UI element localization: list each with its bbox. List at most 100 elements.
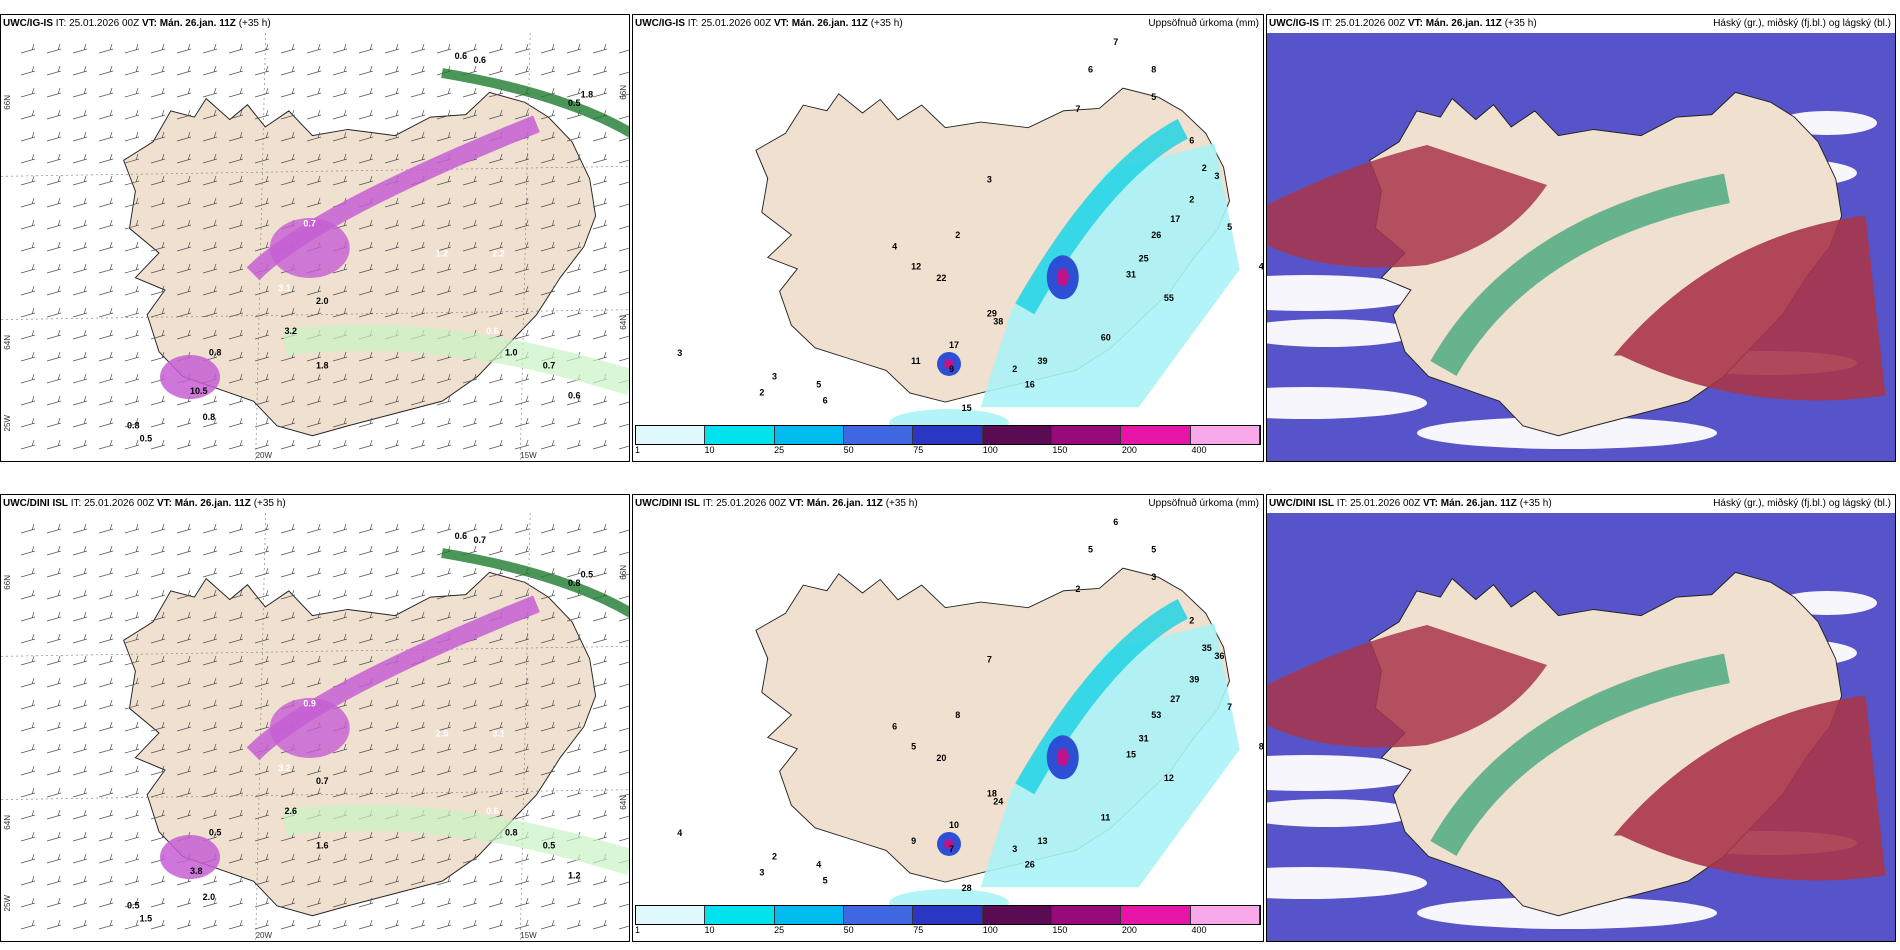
wind-barb <box>280 523 296 534</box>
colorbar-cell <box>636 906 706 924</box>
wind-barb <box>20 219 36 230</box>
wind-barb <box>72 65 88 76</box>
wind-barb <box>488 589 504 600</box>
wind-barb <box>280 175 296 186</box>
precip-value: 5 <box>911 741 916 751</box>
precip-value: 53 <box>1151 710 1161 720</box>
wind-barb <box>46 809 62 820</box>
wind-barb <box>20 241 36 252</box>
wind-barb <box>280 131 296 142</box>
wind-barb <box>254 285 270 296</box>
wind-barb <box>514 853 530 864</box>
wind-barb <box>228 809 244 820</box>
wind-barb <box>384 545 400 556</box>
wind-barb <box>176 721 192 732</box>
wind-barb <box>462 417 478 428</box>
wind-barb <box>202 589 218 600</box>
wind-barb <box>176 417 192 428</box>
wind-barb <box>384 219 400 230</box>
wind-barb <box>46 175 62 186</box>
wind-barb <box>566 219 582 230</box>
precip-value: 9 <box>911 836 916 846</box>
wind-barb <box>176 589 192 600</box>
wind-barb <box>462 131 478 142</box>
precip-value: 24 <box>993 797 1003 807</box>
wind-barb <box>176 329 192 340</box>
value-label: 0.9 <box>303 699 316 709</box>
wind-barb <box>98 351 114 362</box>
wind-barb <box>20 329 36 340</box>
wind-barb <box>280 285 296 296</box>
wind-barb <box>20 919 36 930</box>
wind-barb <box>514 677 530 688</box>
wind-barb <box>202 655 218 666</box>
wind-barb <box>566 743 582 754</box>
wind-barb <box>124 655 140 666</box>
wind-barb <box>280 567 296 578</box>
wind-barb <box>540 241 556 252</box>
wind-barb <box>72 809 88 820</box>
wind-barb <box>436 439 452 450</box>
wind-barb <box>228 329 244 340</box>
wind-barb <box>176 241 192 252</box>
wind-barb <box>150 919 166 930</box>
wind-barb <box>618 595 629 600</box>
wind-barb <box>176 197 192 208</box>
wind-barb <box>410 131 426 142</box>
wind-barb <box>150 655 166 666</box>
wind-barb <box>462 699 478 710</box>
wind-barb <box>280 875 296 886</box>
wind-barb <box>72 153 88 164</box>
wind-barb <box>488 853 504 864</box>
wind-barb <box>202 109 218 120</box>
wind-barb <box>566 875 582 886</box>
wind-barb <box>618 749 629 754</box>
precip-value: 3 <box>1214 171 1219 181</box>
wind-barb <box>254 197 270 208</box>
wind-barb <box>46 699 62 710</box>
wind-barb <box>384 853 400 864</box>
wind-barb <box>20 307 36 318</box>
wind-barb <box>436 43 452 54</box>
wind-barb <box>488 439 504 450</box>
wind-barb <box>150 241 166 252</box>
wind-barb <box>410 417 426 428</box>
value-label: 3.2 <box>285 326 298 336</box>
wind-barb <box>618 335 629 340</box>
wind-barb <box>124 307 140 318</box>
wind-barb <box>592 919 608 930</box>
wind-barb <box>20 633 36 644</box>
wind-barb <box>150 875 166 886</box>
wind-barb <box>20 197 36 208</box>
wind-barb <box>384 285 400 296</box>
wind-barb <box>436 197 452 208</box>
wind-barb <box>228 853 244 864</box>
wind-barb <box>98 567 114 578</box>
map-canvas: 76 87562321726253155603938161517119423122… <box>677 37 1263 427</box>
wind-barb <box>332 87 348 98</box>
wind-barb <box>358 175 374 186</box>
wind-barb <box>618 881 629 886</box>
precip-area-light <box>889 889 1009 907</box>
wind-barb <box>540 307 556 318</box>
wind-barb <box>566 611 582 622</box>
wind-barb <box>20 567 36 578</box>
wind-barb <box>618 93 629 98</box>
wind-barb <box>254 329 270 340</box>
wind-barb <box>592 395 608 406</box>
vt-value: Mán. 26.jan. 11Z <box>791 18 868 29</box>
wind-barb <box>280 109 296 120</box>
value-label: 0.6 <box>474 55 487 65</box>
wind-barb <box>202 897 218 908</box>
wind-barb <box>280 765 296 776</box>
it-label: IT: <box>687 18 699 29</box>
wind-barb <box>332 65 348 76</box>
wind-barb <box>72 787 88 798</box>
wind-barb <box>358 263 374 274</box>
colorbar-tick: 1 <box>635 445 641 455</box>
vt-label: VT: <box>1422 498 1438 509</box>
it-value: 25.01.2026 00Z <box>1350 498 1421 509</box>
wind-barb <box>540 765 556 776</box>
wind-barb <box>254 545 270 556</box>
precip-value: 26 <box>1025 860 1035 870</box>
